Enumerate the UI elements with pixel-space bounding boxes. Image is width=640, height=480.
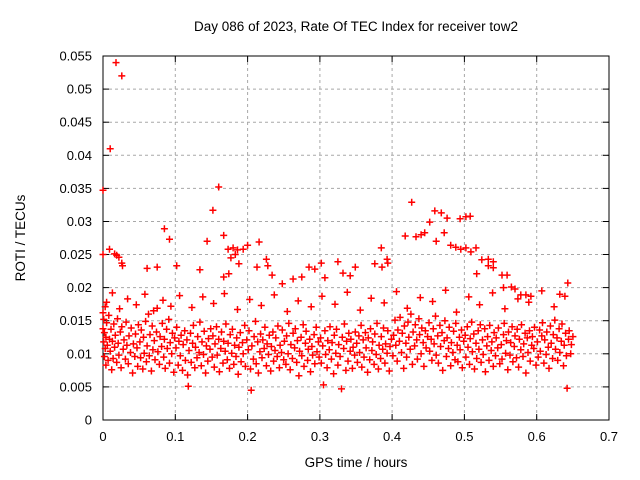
plot-generated-layer: 0 0.1 0.2 0.3 0.4 0.5 0.6 0.7 0 0.005 0.01 0.015 0.0… [59, 49, 618, 445]
svg-text:0.04: 0.04 [67, 148, 92, 163]
grid-lines [103, 56, 609, 420]
chart-title: Day 086 of 2023, Rate Of TEC Index for r… [194, 19, 518, 34]
svg-text:0.05: 0.05 [67, 82, 92, 97]
svg-text:0.03: 0.03 [67, 214, 92, 229]
y-tick-labels: 0 0.005 0.01 0.015 0.02 0.025 0.03 0.035 0.04 0.0… [59, 49, 92, 428]
svg-text:0.2: 0.2 [239, 429, 257, 444]
svg-text:0: 0 [99, 429, 106, 444]
svg-text:0.035: 0.035 [59, 181, 92, 196]
svg-text:0.015: 0.015 [59, 313, 92, 328]
svg-text:0.5: 0.5 [455, 429, 473, 444]
svg-text:0.7: 0.7 [600, 429, 618, 444]
svg-text:0.6: 0.6 [528, 429, 546, 444]
svg-text:0.055: 0.055 [59, 49, 92, 64]
plot-border [102, 55, 610, 421]
svg-text:0.045: 0.045 [59, 115, 92, 130]
svg-text:0.3: 0.3 [311, 429, 329, 444]
svg-text:0: 0 [85, 413, 92, 428]
svg-text:0.025: 0.025 [59, 247, 92, 262]
x-tick-labels: 0 0.1 0.2 0.3 0.4 0.5 0.6 0.7 [99, 429, 618, 444]
svg-text:0.01: 0.01 [67, 346, 92, 361]
svg-text:0.4: 0.4 [383, 429, 401, 444]
y-axis-label: ROTI / TECUs [13, 194, 28, 281]
data-points [99, 59, 577, 394]
svg-text:0.1: 0.1 [166, 429, 184, 444]
svg-text:0.005: 0.005 [59, 379, 92, 394]
svg-text:0.02: 0.02 [67, 280, 92, 295]
x-axis-label: GPS time / hours [305, 455, 408, 470]
